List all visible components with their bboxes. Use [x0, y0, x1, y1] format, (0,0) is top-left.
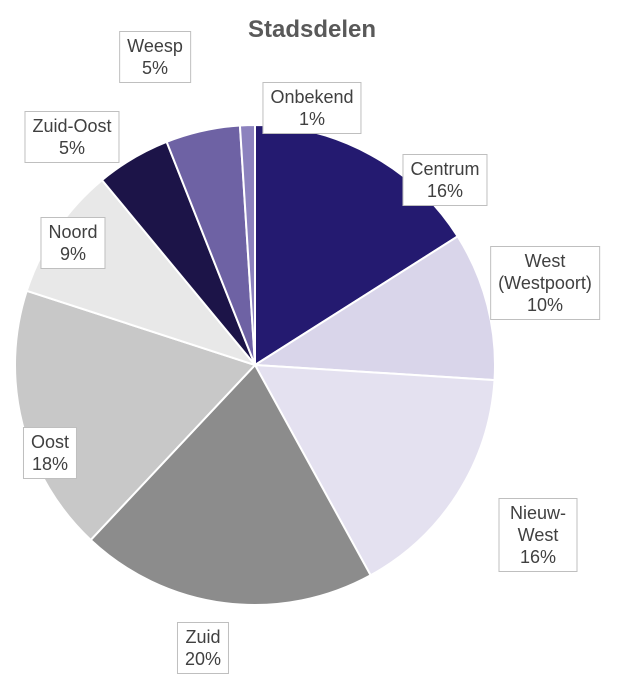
slice-label: West (Westpoort) 10% [490, 246, 600, 320]
label-name: Oost [30, 432, 70, 452]
slice-label: Weesp 5% [119, 31, 191, 83]
label-value: 18% [31, 454, 69, 474]
slice-label: Onbekend 1% [262, 82, 362, 134]
slice-label: Zuid 20% [176, 622, 230, 674]
slice-label: Oost 18% [22, 427, 78, 479]
label-name: Zuid-Oost [32, 116, 112, 136]
label-value: 16% [519, 547, 557, 567]
label-name: Nieuw-West [509, 503, 566, 545]
label-value: 5% [141, 58, 169, 78]
slice-label: Noord 9% [40, 217, 106, 269]
slice-label: Centrum 16% [402, 154, 488, 206]
slice-label: Zuid-Oost 5% [24, 111, 120, 163]
label-value: 16% [426, 181, 464, 201]
pie-slice [253, 363, 496, 577]
label-value: 1% [298, 109, 326, 129]
label-value: 5% [58, 138, 85, 158]
slice-label: Nieuw-West 16% [498, 498, 578, 572]
pie-slice [89, 363, 372, 606]
label-name: Weesp [127, 36, 183, 56]
label-value: 9% [59, 244, 86, 264]
label-name: Onbekend [270, 87, 354, 107]
label-name: West (Westpoort) [498, 251, 592, 293]
pie-slice [251, 235, 496, 382]
pie-slice [238, 123, 256, 366]
label-name: Zuid [185, 627, 221, 647]
label-value: 10% [526, 295, 564, 315]
chart-title: Stadsdelen [247, 16, 377, 43]
label-name: Noord [48, 222, 98, 242]
label-name: Centrum [410, 159, 480, 179]
label-value: 20% [184, 649, 222, 669]
